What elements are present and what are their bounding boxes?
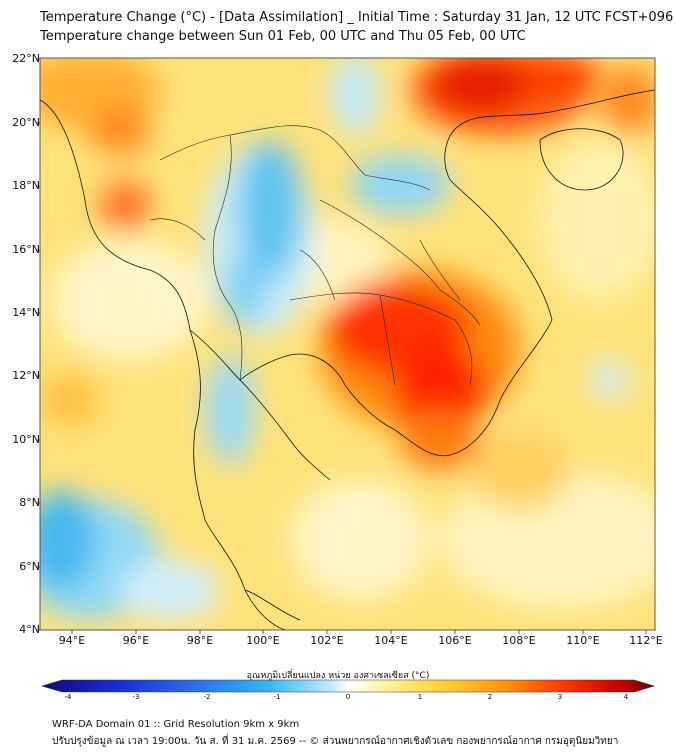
lon-label: 96°E bbox=[122, 634, 150, 647]
colorbar bbox=[40, 679, 656, 693]
lat-label: 18°N bbox=[12, 179, 40, 192]
country-borders bbox=[149, 125, 481, 386]
lat-label: 8°N bbox=[19, 496, 40, 509]
lon-label: 108°E bbox=[502, 634, 536, 647]
lat-label: 14°N bbox=[12, 306, 40, 319]
footer-credit: ปรับปรุงข้อมูล ณ เวลา 19:00น. วัน ส. ที่… bbox=[52, 736, 619, 747]
colorbar-tick: 3 bbox=[557, 693, 563, 701]
chart-title-line1: Temperature Change (°C) - [Data Assimila… bbox=[40, 10, 674, 25]
temperature-field bbox=[40, 58, 655, 630]
lon-label: 98°E bbox=[186, 634, 214, 647]
lon-label: 100°E bbox=[246, 634, 280, 647]
lat-label: 10°N bbox=[12, 433, 40, 446]
footer-domain-info: WRF-DA Domain 01 :: Grid Resolution 9km … bbox=[52, 719, 300, 730]
colorbar-tick: 1 bbox=[417, 693, 423, 701]
colorbar-tick: -1 bbox=[273, 693, 281, 701]
lon-label: 112°E bbox=[629, 634, 663, 647]
lon-label: 102°E bbox=[310, 634, 344, 647]
lat-ticks bbox=[36, 58, 40, 631]
lat-label: 22°N bbox=[12, 52, 40, 65]
lon-label: 104°E bbox=[374, 634, 408, 647]
map-frame bbox=[39, 57, 656, 631]
coastlines bbox=[40, 89, 655, 630]
colorbar-tick: -4 bbox=[64, 693, 72, 701]
colorbar-tick: -2 bbox=[203, 693, 211, 701]
lon-ticks bbox=[71, 630, 647, 634]
lon-label: 110°E bbox=[566, 634, 600, 647]
colorbar-tick: -3 bbox=[132, 693, 140, 701]
chart-title-line2: Temperature change between Sun 01 Feb, 0… bbox=[40, 29, 526, 44]
lat-label: 6°N bbox=[19, 560, 40, 573]
lon-label: 106°E bbox=[438, 634, 472, 647]
colorbar-tick: 2 bbox=[487, 693, 493, 701]
colorbar-label: อุณหภูมิเปลี่ยนแปลง หน่วย องศาเซลเซียส (… bbox=[246, 671, 430, 681]
lat-label: 4°N bbox=[19, 623, 40, 636]
lon-label: 94°E bbox=[58, 634, 86, 647]
colorbar-tick: 0 bbox=[345, 693, 351, 701]
lat-label: 12°N bbox=[12, 369, 40, 382]
lat-label: 16°N bbox=[12, 243, 40, 256]
lat-label: 20°N bbox=[12, 116, 40, 129]
colorbar-tick: 4 bbox=[623, 693, 629, 701]
